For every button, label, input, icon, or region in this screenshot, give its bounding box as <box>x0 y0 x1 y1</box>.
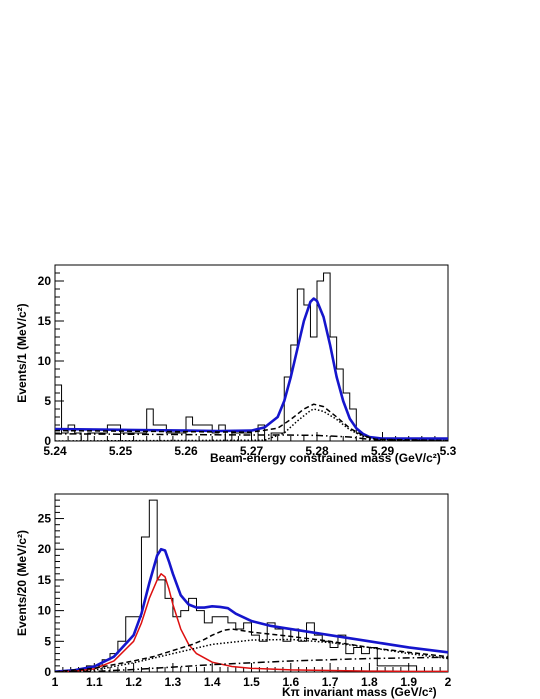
mbc-panel: 5.24 5.25 5.26 5.27 5.28 5.29 5.3 0 5 10 15 20 Beam-… <box>15 264 457 465</box>
x-tick-label: 5.25 <box>109 444 133 458</box>
x-tick-label: 1.2 <box>125 675 142 689</box>
y-tick-label: 5 <box>44 394 51 408</box>
x-axis-title: Beam-energy constrained mass (GeV/c²) <box>210 451 441 465</box>
x-tick-label: 1.3 <box>165 675 182 689</box>
x-tick-label: 5.29 <box>371 444 395 458</box>
x-tick-label: 5.26 <box>174 444 198 458</box>
fit-curve-total_fit <box>55 547 448 672</box>
y-tick-label: 10 <box>38 354 52 368</box>
kpi-mass-panel: 1 1.1 1.2 1.3 1.4 1.5 1.6 1.7 1.8 1.9 20510152025K… <box>15 493 452 699</box>
y-tick-label: 5 <box>44 634 51 648</box>
y-tick-label: 25 <box>38 512 52 526</box>
fit-curve-dotted <box>55 638 448 672</box>
data-histogram <box>55 499 448 672</box>
x-tick-label: 1 <box>52 675 59 689</box>
plot-frame <box>54 264 449 442</box>
fit-curve-dashdot <box>55 433 448 441</box>
y-tick-label: 20 <box>38 274 52 288</box>
y-axis-title: Events/20 (MeV/c²) <box>15 530 29 636</box>
y-tick-label: 10 <box>38 604 52 618</box>
fit-curve-dashed <box>55 403 448 441</box>
x-tick-label: 1.4 <box>204 675 221 689</box>
x-tick-label: 5.27 <box>240 444 264 458</box>
fit-curve-resonance <box>55 573 448 672</box>
data-histogram <box>55 272 448 441</box>
y-tick-label: 15 <box>38 573 52 587</box>
x-tick-label: 2 <box>445 675 452 689</box>
x-tick-label: 1.6 <box>282 675 299 689</box>
y-axis-title: Events/1 (MeV/c²) <box>15 303 29 402</box>
x-tick-label: 1.8 <box>361 675 378 689</box>
y-tick-label: 15 <box>38 314 52 328</box>
fit-curve-dotted <box>55 408 448 441</box>
fit-curve-solid <box>55 297 448 440</box>
y-tick-label: 0 <box>44 665 51 679</box>
x-tick-label: 1.5 <box>243 675 260 689</box>
x-tick-label: 5.24 <box>43 444 67 458</box>
x-tick-label: 1.1 <box>86 675 103 689</box>
x-tick-label: 5.3 <box>440 444 457 458</box>
fit-curve-dashed <box>55 628 448 672</box>
x-axis-title: Kπ invariant mass (GeV/c²) <box>282 685 437 699</box>
x-tick-label: 5.28 <box>305 444 329 458</box>
y-tick-label: 20 <box>38 542 52 556</box>
y-tick-label: 0 <box>44 434 51 448</box>
x-tick-label: 1.7 <box>322 675 339 689</box>
x-tick-label: 1.9 <box>400 675 417 689</box>
